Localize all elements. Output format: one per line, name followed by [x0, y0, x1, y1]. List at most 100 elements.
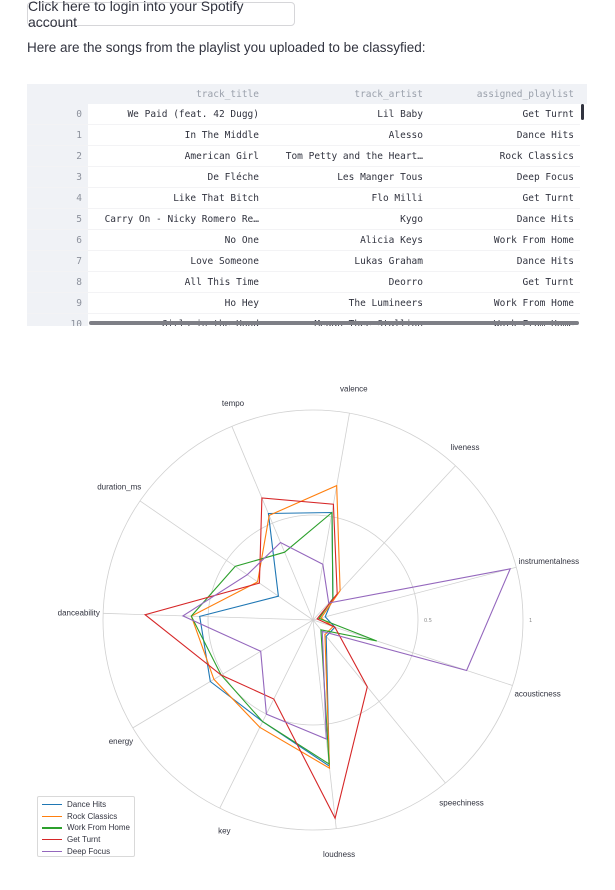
axis-label-liveness: liveness: [451, 443, 480, 452]
legend-item: Rock Classics: [42, 811, 134, 823]
spotify-login-button[interactable]: Click here to login into your Spotify ac…: [27, 0, 295, 30]
row-index: 3: [27, 166, 88, 188]
track-artist-cell[interactable]: The Lumineers: [265, 292, 429, 314]
series-dance-hits-line: [199, 511, 336, 768]
assigned-playlist-cell[interactable]: Dance Hits: [429, 124, 580, 146]
row-index: 9: [27, 292, 88, 314]
axis-label-key: key: [218, 827, 230, 836]
legend-item: Work From Home: [42, 822, 134, 834]
table-row[interactable]: 4 Like That Bitch Flo Milli Get Turnt: [27, 187, 580, 209]
axis-label-danceability: danceability: [58, 609, 100, 618]
row-index: 1: [27, 124, 88, 146]
row-index: 5: [27, 208, 88, 230]
axis-label-tempo: tempo: [222, 399, 245, 408]
table-row[interactable]: 9 Ho Hey The Lumineers Work From Home: [27, 292, 580, 314]
track-title-cell[interactable]: In The Middle: [88, 124, 265, 146]
legend-swatch: [42, 838, 62, 841]
grid-spoke: [312, 619, 337, 829]
track-artist-cell[interactable]: Les Manger Tous: [265, 166, 429, 188]
intro-text: Here are the songs from the playlist you…: [27, 40, 426, 55]
track-title-cell[interactable]: All This Time: [88, 271, 265, 293]
assigned-playlist-cell[interactable]: Work From Home: [429, 292, 580, 314]
legend-item: Get Turnt: [42, 834, 134, 846]
track-artist-cell[interactable]: Alesso: [265, 124, 429, 146]
track-artist-cell[interactable]: Tom Petty and the Heart…: [265, 145, 429, 167]
track-artist-cell[interactable]: Kygo: [265, 208, 429, 230]
radial-tick-label: 1: [529, 618, 532, 624]
series-deep-focus-line: [181, 541, 512, 740]
table-row[interactable]: 7 Love Someone Lukas Graham Dance Hits: [27, 250, 580, 272]
track-title-cell[interactable]: Like That Bitch: [88, 187, 265, 209]
track-title-cell[interactable]: Carry On - Nicky Romero Re…: [88, 208, 265, 230]
assigned-playlist-cell[interactable]: Rock Classics: [429, 145, 580, 167]
radial-tick-label: 0.5: [424, 618, 432, 624]
series-rock-classics-line: [190, 484, 341, 770]
legend-label: Dance Hits: [67, 800, 107, 810]
axis-label-duration-ms: duration_ms: [97, 483, 141, 492]
track-artist-cell[interactable]: Lil Baby: [265, 104, 429, 125]
grid-spoke: [312, 619, 513, 686]
assigned-playlist-cell[interactable]: Get Turnt: [429, 104, 580, 125]
track-title-cell[interactable]: American Girl: [88, 145, 265, 167]
track-artist-cell[interactable]: Alicia Keys: [265, 229, 429, 251]
assigned-playlist-cell[interactable]: Get Turnt: [429, 187, 580, 209]
assigned-playlist-cell[interactable]: Dance Hits: [429, 250, 580, 272]
track-title-cell[interactable]: Ho Hey: [88, 292, 265, 314]
track-artist-cell[interactable]: Deorro: [265, 271, 429, 293]
legend-label: Rock Classics: [67, 811, 118, 821]
table-row[interactable]: 3 De Fléche Les Manger Tous Deep Focus: [27, 166, 580, 188]
legend-swatch: [42, 804, 62, 806]
table-row[interactable]: 2 American Girl Tom Petty and the Heart… Ro…: [27, 145, 580, 167]
songs-table[interactable]: track_title track_artist assigned_playli…: [27, 84, 580, 326]
table-row[interactable]: 6 No One Alicia Keys Work From Home: [27, 229, 580, 251]
header-index: [27, 84, 88, 104]
assigned-playlist-cell[interactable]: Get Turnt: [429, 271, 580, 293]
legend-swatch: [42, 815, 62, 818]
row-index: 0: [27, 104, 88, 125]
legend-swatch: [42, 827, 62, 829]
track-title-cell[interactable]: No One: [88, 229, 265, 251]
track-title-cell[interactable]: De Fléche: [88, 166, 265, 188]
header-track-title[interactable]: track_title: [196, 88, 259, 100]
legend-label: Work From Home: [67, 823, 130, 833]
radar-grid: 0.5 1: [102, 409, 532, 831]
table-row[interactable]: 8 All This Time Deorro Get Turnt: [27, 271, 580, 293]
track-title-cell[interactable]: We Paid (feat. 42 Dugg): [88, 104, 265, 125]
songs-dataframe[interactable]: track_title track_artist assigned_playli…: [27, 84, 587, 326]
radar-series-group: [143, 484, 512, 820]
series-get-turnt-line: [143, 497, 368, 820]
table-row[interactable]: 0 We Paid (feat. 42 Dugg) Lil Baby Get Turn…: [27, 104, 580, 125]
table-row[interactable]: 5 Carry On - Nicky Romero Re… Kygo Dance Hi…: [27, 208, 580, 230]
assigned-playlist-cell[interactable]: Deep Focus: [429, 166, 580, 188]
row-index: 2: [27, 145, 88, 167]
legend-item: Deep Focus: [42, 845, 134, 857]
row-index: 10: [27, 313, 88, 326]
row-index: 7: [27, 250, 88, 272]
grid-spoke: [139, 500, 314, 621]
radar-axis-labels: valence liveness instrumentalness acousticn…: [58, 384, 579, 858]
grid-spoke: [231, 426, 314, 621]
legend-item: Dance Hits: [42, 799, 134, 811]
axis-label-instrumentalness: instrumentalness: [519, 557, 579, 566]
track-artist-cell[interactable]: Flo Milli: [265, 187, 429, 209]
header-track-artist[interactable]: track_artist: [354, 88, 423, 100]
legend-swatch: [42, 850, 62, 852]
grid-spoke: [312, 413, 350, 621]
grid-spoke: [132, 619, 314, 729]
header-background: [27, 84, 587, 104]
grid-spoke: [103, 612, 314, 621]
axis-label-loudness: loudness: [323, 850, 355, 859]
header-assigned-playlist[interactable]: assigned_playlist: [476, 88, 574, 100]
table-row[interactable]: 1 In The Middle Alesso Dance Hits: [27, 124, 580, 146]
track-title-cell[interactable]: Love Someone: [88, 250, 265, 272]
row-index: 4: [27, 187, 88, 209]
grid-circle: [207, 514, 419, 726]
horizontal-scrollbar[interactable]: [89, 321, 579, 325]
assigned-playlist-cell[interactable]: Work From Home: [429, 229, 580, 251]
assigned-playlist-cell[interactable]: Dance Hits: [429, 208, 580, 230]
chart-legend: Dance Hits Rock Classics Work From Home …: [37, 796, 135, 857]
grid-spoke: [312, 619, 446, 784]
track-artist-cell[interactable]: Lukas Graham: [265, 250, 429, 272]
vertical-scrollbar[interactable]: [581, 104, 584, 120]
axis-label-energy: energy: [109, 737, 133, 746]
